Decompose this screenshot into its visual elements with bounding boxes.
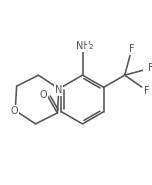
Text: O: O [39,90,47,100]
Text: N: N [55,85,62,95]
Text: F: F [148,63,152,73]
Text: 2: 2 [88,44,93,51]
Text: F: F [144,86,150,96]
Text: NH: NH [76,41,91,51]
Text: F: F [129,44,135,54]
Text: O: O [10,106,18,116]
